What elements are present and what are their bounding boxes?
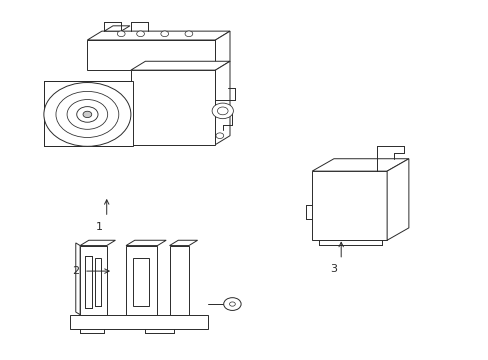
Bar	[311, 171, 386, 240]
Circle shape	[137, 31, 144, 37]
Circle shape	[184, 31, 192, 37]
Bar	[85, 256, 92, 307]
Bar	[169, 246, 188, 315]
Polygon shape	[131, 61, 229, 70]
Polygon shape	[126, 240, 166, 246]
Bar	[133, 258, 148, 306]
Bar	[87, 40, 215, 70]
Text: 1: 1	[96, 222, 103, 232]
Polygon shape	[386, 159, 408, 240]
Polygon shape	[215, 31, 229, 70]
Text: 2: 2	[72, 266, 79, 276]
Circle shape	[56, 91, 119, 138]
Circle shape	[44, 82, 131, 146]
Bar	[44, 81, 133, 146]
Polygon shape	[87, 31, 229, 40]
Polygon shape	[311, 159, 408, 171]
Polygon shape	[80, 240, 115, 246]
Circle shape	[216, 133, 223, 139]
Circle shape	[77, 107, 98, 122]
Polygon shape	[215, 61, 229, 145]
Polygon shape	[169, 240, 197, 246]
Circle shape	[83, 111, 92, 118]
Circle shape	[229, 302, 235, 306]
Circle shape	[161, 31, 168, 37]
Bar	[126, 246, 157, 315]
Polygon shape	[76, 243, 80, 315]
Bar	[70, 315, 208, 329]
Circle shape	[223, 298, 241, 310]
Text: 3: 3	[330, 264, 337, 274]
Circle shape	[117, 31, 125, 37]
Circle shape	[212, 103, 233, 119]
Circle shape	[67, 100, 107, 129]
Bar	[131, 70, 215, 145]
Bar	[95, 258, 101, 306]
Polygon shape	[104, 26, 130, 31]
Bar	[80, 246, 106, 315]
Circle shape	[217, 107, 227, 115]
